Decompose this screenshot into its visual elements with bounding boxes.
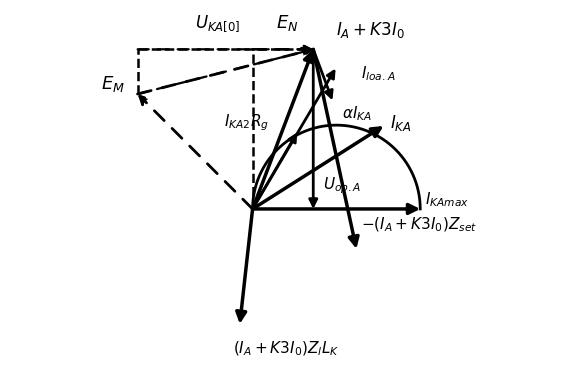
Text: $I_{KA}$: $I_{KA}$ <box>390 113 412 133</box>
Text: $E_M$: $E_M$ <box>101 74 125 94</box>
Text: $E_N$: $E_N$ <box>277 13 299 33</box>
Text: $I_A+K3I_0$: $I_A+K3I_0$ <box>336 20 404 40</box>
Text: $I_{loa.A}$: $I_{loa.A}$ <box>361 64 395 82</box>
Text: $U_{KA[0]}$: $U_{KA[0]}$ <box>195 14 240 33</box>
Text: $I_{KA2}R_g$: $I_{KA2}R_g$ <box>223 112 269 133</box>
Text: $I_{KAmax}$: $I_{KAmax}$ <box>425 190 469 209</box>
Text: $\alpha I_{KA}$: $\alpha I_{KA}$ <box>342 104 372 122</box>
Text: $(I_A+K3I_0)Z_lL_K$: $(I_A+K3I_0)Z_lL_K$ <box>233 340 340 358</box>
Text: $U_{op.A}$: $U_{op.A}$ <box>323 176 362 196</box>
Text: $-(I_A+K3I_0)Z_{set}$: $-(I_A+K3I_0)Z_{set}$ <box>361 216 477 234</box>
